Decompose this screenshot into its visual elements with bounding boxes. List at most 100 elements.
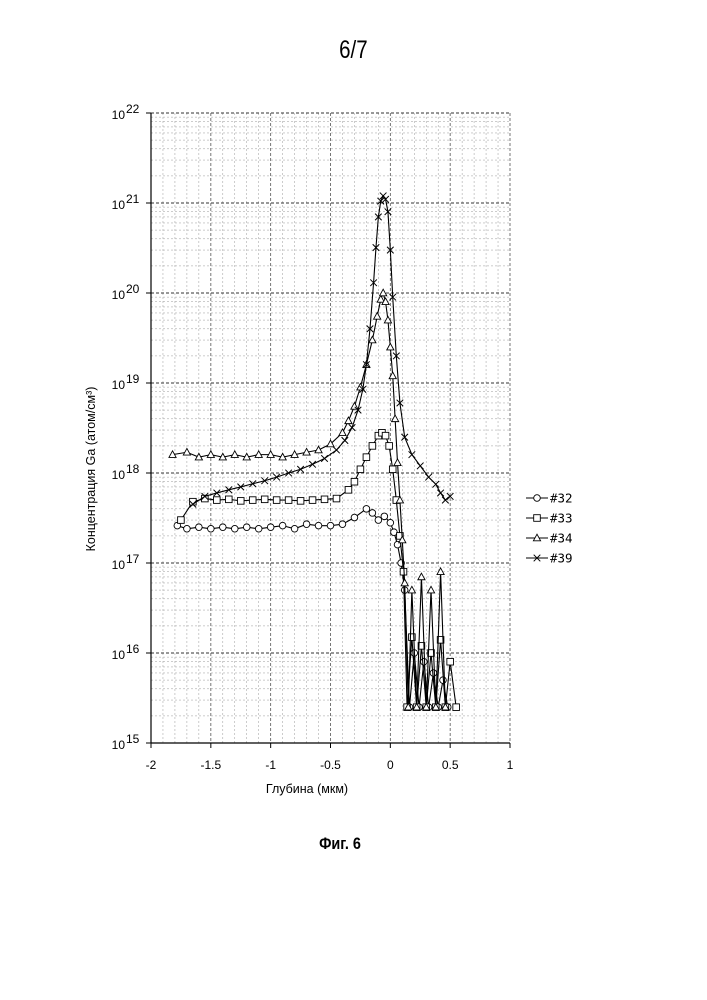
series-39-point: [261, 477, 268, 484]
series-33-point: [321, 496, 328, 503]
series-32-point: [327, 522, 334, 529]
series-33-point: [351, 478, 358, 485]
series-34-point: [345, 417, 352, 424]
legend-label: #34: [550, 531, 573, 546]
series-34-point: [231, 451, 238, 458]
series-32-point: [303, 521, 310, 528]
x-tick-label: -1: [265, 758, 276, 772]
series-33-point: [225, 496, 232, 503]
series-32-point: [387, 519, 394, 526]
series-33-point: [273, 497, 280, 504]
y-tick-label: 10: [112, 738, 126, 752]
y-tick-label-exponent: 16: [126, 642, 140, 656]
series-39-point: [333, 447, 340, 454]
series-32-point: [421, 658, 428, 665]
legend-label: #33: [550, 511, 573, 526]
series-32-point: [279, 522, 286, 529]
y-tick-label: 10: [112, 558, 126, 572]
series-32-point: [369, 510, 376, 517]
series-34-point: [374, 313, 381, 320]
plot-series: [169, 193, 460, 711]
series-32-point: [339, 521, 346, 528]
series-32-point: [231, 525, 238, 532]
series-34-point: [369, 336, 376, 343]
y-tick-label-exponent: 22: [126, 102, 140, 116]
y-tick-label-exponent: 17: [126, 552, 140, 566]
series-32-point: [363, 506, 370, 513]
y-axis-label: Концентрация Ga (атом/см³): [84, 387, 98, 552]
series-34-point: [418, 573, 425, 580]
series-33-point: [363, 454, 370, 461]
series-33-point: [453, 704, 460, 711]
series-33-point: [309, 497, 316, 504]
series-32-point: [208, 525, 215, 532]
y-tick-label: 10: [112, 108, 126, 122]
legend-marker: [534, 495, 541, 502]
series-34-point: [387, 343, 394, 350]
series-32-point: [375, 517, 382, 524]
x-tick-label: 0.5: [442, 758, 459, 772]
series-33-point: [297, 498, 304, 505]
series-33-point: [178, 517, 185, 524]
series-39-line: [193, 196, 450, 504]
legend-item-34: #34: [526, 531, 573, 546]
series-32-point: [267, 524, 274, 531]
series-39-point: [437, 490, 444, 497]
series-32-point: [291, 525, 298, 532]
series-32-point: [315, 522, 322, 529]
series-32-point: [255, 525, 262, 532]
y-tick-label-exponent: 19: [126, 372, 140, 386]
series-33-point: [261, 496, 268, 503]
x-tick-label: -2: [146, 758, 157, 772]
y-tick-label: 10: [112, 198, 126, 212]
legend-item-39: #39: [526, 551, 573, 566]
series-39: [190, 193, 454, 508]
legend-label: #39: [550, 551, 573, 566]
series-33-point: [357, 466, 364, 473]
series-34-point: [380, 289, 387, 296]
series-34-point: [427, 586, 434, 593]
grid: [151, 113, 510, 743]
series-33-point: [237, 498, 244, 505]
legend-marker: [534, 515, 541, 522]
legend: #32 #33 #34 #39: [526, 491, 573, 566]
series-32-point: [196, 524, 203, 531]
y-tick-label-exponent: 20: [126, 282, 140, 296]
y-tick-label: 10: [112, 648, 126, 662]
series-34-point: [392, 415, 399, 422]
x-tick-label: -1.5: [200, 758, 221, 772]
series-33-point: [285, 497, 292, 504]
series-33-point: [386, 443, 393, 450]
x-tick-label: 0: [387, 758, 394, 772]
series-33-point: [249, 497, 256, 504]
x-axis-label: Глубина (мкм): [266, 782, 348, 796]
series-33-point: [389, 466, 396, 473]
y-tick-label-exponent: 18: [126, 462, 140, 476]
axes: -2-1.5-1-0.500.5110151016101710181019102…: [112, 102, 514, 772]
series-34-point: [394, 459, 401, 466]
series-39-point: [297, 466, 304, 473]
series-34-point: [315, 446, 322, 453]
series-32-point: [243, 524, 250, 531]
legend-item-33: #33: [526, 511, 573, 526]
series-39-point: [321, 455, 328, 462]
legend-label: #32: [550, 491, 573, 506]
series-32-point: [184, 525, 191, 532]
y-tick-label: 10: [112, 288, 126, 302]
series-39-point: [249, 480, 256, 487]
series-39-point: [273, 474, 280, 481]
series-33-point: [382, 432, 389, 439]
legend-item-32: #32: [526, 491, 573, 506]
y-tick-label: 10: [112, 468, 126, 482]
series-32-point: [381, 513, 388, 520]
series-34-point: [183, 448, 190, 455]
y-tick-label: 10: [112, 378, 126, 392]
series-33-point: [369, 443, 376, 450]
series-39-point: [309, 461, 316, 468]
x-tick-label: 1: [507, 758, 514, 772]
series-39-point: [342, 437, 349, 444]
series-34-point: [351, 403, 358, 410]
series-33-point: [447, 658, 454, 665]
series-34-point: [207, 451, 214, 458]
series-32-point: [220, 524, 227, 531]
